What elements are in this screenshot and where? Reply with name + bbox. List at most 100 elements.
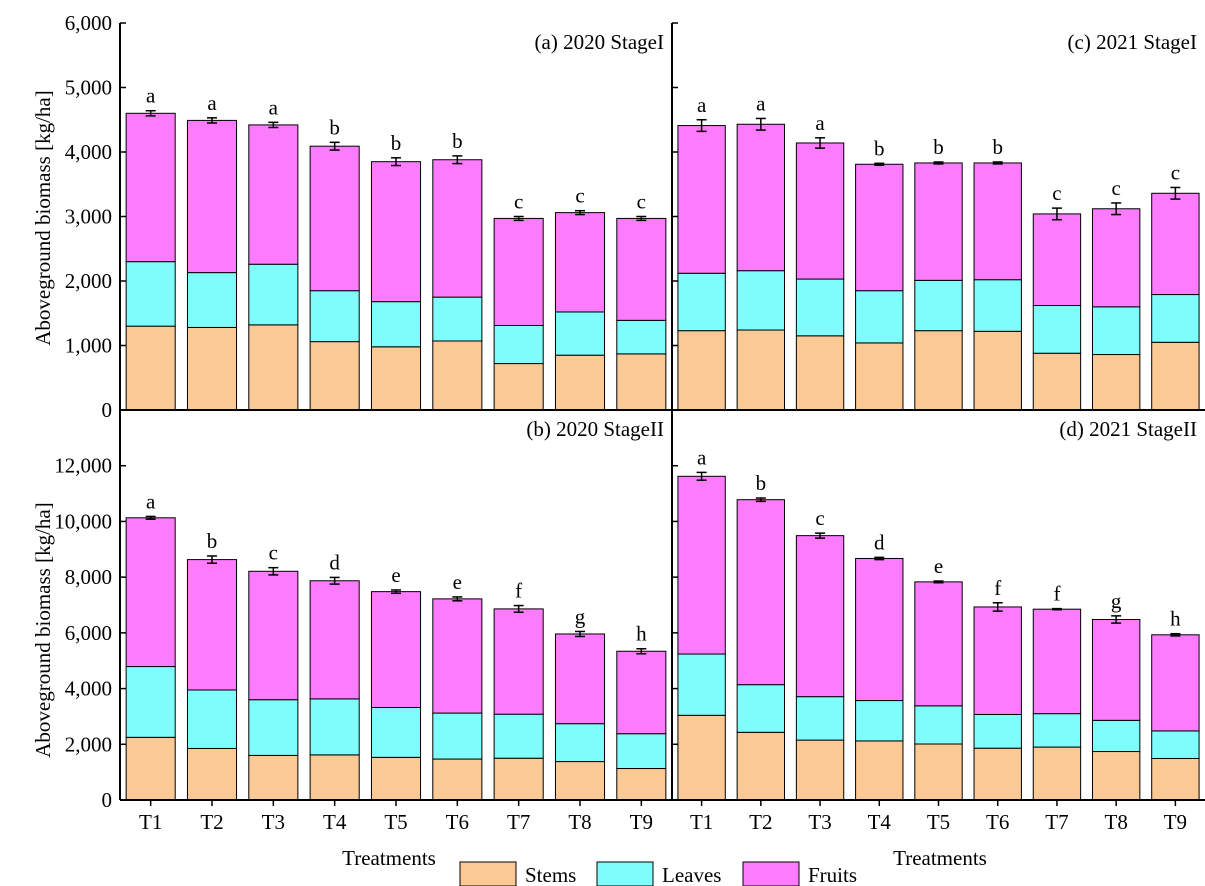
panel-2020-stage-ii: 0 2,000 4,000 6,000 8,000 10,000 12,000 a T1 b T2 c… xyxy=(54,410,672,834)
bar-leaves-t1 xyxy=(677,272,726,332)
bar-stems-t6 xyxy=(432,758,483,801)
bar-leaves-t3 xyxy=(248,263,299,326)
bar-stems-t1 xyxy=(677,330,726,411)
bar-stems-t8 xyxy=(554,761,606,801)
legend-label-fruits: Fruits xyxy=(808,863,857,886)
bar-leaves-t2 xyxy=(186,689,238,749)
y-tick-label: 1,000 xyxy=(65,334,112,358)
y-tick-label: 0 xyxy=(102,398,113,422)
significance-letter: e xyxy=(453,570,462,594)
x-tick-label: T8 xyxy=(568,810,591,834)
significance-letter: b xyxy=(207,529,218,553)
bar-fruits-t6 xyxy=(432,159,483,298)
x-tick-label: T7 xyxy=(1045,810,1068,834)
bar-leaves-t4 xyxy=(309,698,360,756)
x-tick-label: T2 xyxy=(200,810,223,834)
bar-fruits-t1 xyxy=(125,517,176,668)
significance-letter: f xyxy=(1053,582,1060,606)
bar-fruits-t6 xyxy=(973,162,1022,281)
significance-letter: c xyxy=(637,190,646,214)
bar-fruits-t9 xyxy=(1151,192,1200,296)
significance-letter: b xyxy=(391,131,402,155)
bar-fruits-t7 xyxy=(1032,608,1082,715)
bar-stems-t5 xyxy=(914,743,963,801)
bar-fruits-t1 xyxy=(677,125,726,274)
bar-leaves-t6 xyxy=(973,279,1022,332)
panel-title: (a) 2020 StageI xyxy=(535,30,664,54)
bar-fruits-t3 xyxy=(248,570,299,701)
bar-fruits-t8 xyxy=(554,212,606,313)
bar-leaves-t7 xyxy=(493,713,544,759)
bar-stems-t2 xyxy=(736,329,786,411)
significance-letter: b xyxy=(992,135,1003,159)
x-tick-label: T1 xyxy=(139,810,162,834)
bar-leaves-t6 xyxy=(432,712,483,760)
bar-fruits-t8 xyxy=(1091,618,1141,721)
x-tick-label: T9 xyxy=(1164,810,1187,834)
y-tick-label: 6,000 xyxy=(65,11,112,35)
bar-fruits-t2 xyxy=(186,119,238,274)
x-tick-label: T3 xyxy=(808,810,831,834)
significance-letter: g xyxy=(575,604,586,628)
panels: 0 1,000 2,000 3,000 4,000 5,000 6,000 a a a b b b c c c… xyxy=(54,11,1205,834)
x-tick-label: T4 xyxy=(868,810,892,834)
significance-letter: e xyxy=(391,563,400,587)
bar-stems-t3 xyxy=(248,754,299,801)
bar-stems-t6 xyxy=(432,340,483,411)
x-tick-label: T6 xyxy=(446,810,469,834)
bar-leaves-t5 xyxy=(914,279,963,332)
bar-stems-t4 xyxy=(855,740,904,801)
significance-letter: a xyxy=(815,111,825,135)
bar-leaves-t8 xyxy=(1091,306,1141,356)
panel-title: (d) 2021 StageII xyxy=(1059,417,1197,441)
bar-leaves-t2 xyxy=(186,272,238,328)
bar-leaves-t1 xyxy=(125,261,176,327)
bar-fruits-t4 xyxy=(855,557,904,702)
bar-leaves-t8 xyxy=(1091,719,1141,753)
y-tick-label: 3,000 xyxy=(65,205,112,229)
x-tick-label: T9 xyxy=(630,810,653,834)
bar-stems-t9 xyxy=(616,353,667,411)
bar-fruits-t5 xyxy=(370,591,422,709)
significance-letter: b xyxy=(933,135,944,159)
bar-stems-t9 xyxy=(616,768,667,801)
panel-2021-stage-i: a a a b b b c c c (c) 2021 StageI xyxy=(671,22,1205,411)
bar-fruits-t7 xyxy=(493,608,544,715)
bar-fruits-t5 xyxy=(370,161,422,303)
bar-stems-t2 xyxy=(186,326,238,411)
y-axis-label-bottom: Aboveground biomass [kg/ha] xyxy=(31,502,55,757)
y-axis-label-top: Aboveground biomass [kg/ha] xyxy=(31,90,55,345)
significance-letter: b xyxy=(452,129,463,153)
significance-letter: d xyxy=(874,530,885,554)
significance-letter: h xyxy=(1170,607,1181,631)
bar-fruits-t9 xyxy=(616,217,667,321)
bar-fruits-t4 xyxy=(855,163,904,292)
significance-letter: a xyxy=(146,489,156,513)
x-axis-label-left: Treatments xyxy=(342,846,436,870)
bar-stems-t9 xyxy=(1151,757,1200,801)
y-tick-label: 2,000 xyxy=(65,732,112,756)
bar-stems-t6 xyxy=(973,747,1022,801)
bar-fruits-t5 xyxy=(914,162,963,281)
bar-fruits-t1 xyxy=(125,112,176,263)
bar-fruits-t2 xyxy=(186,559,238,691)
significance-letter: c xyxy=(1052,181,1061,205)
panel-2021-stage-ii: a T1 b T2 c T3 d T4 e T5 f T6 f T7 g T8 h T9 (d) 2021 Stag… xyxy=(671,410,1205,834)
legend-swatch-stems xyxy=(459,861,517,886)
significance-letter: a xyxy=(146,84,156,108)
bar-leaves-t7 xyxy=(1032,305,1082,354)
significance-letter: a xyxy=(756,91,766,115)
bar-leaves-t6 xyxy=(973,713,1022,749)
y-tick-label: 4,000 xyxy=(65,677,112,701)
significance-letter: f xyxy=(994,576,1001,600)
x-tick-label: T8 xyxy=(1105,810,1128,834)
bar-stems-t2 xyxy=(736,731,786,801)
y-tick-label: 8,000 xyxy=(65,565,112,589)
bar-stems-t9 xyxy=(1151,341,1200,411)
bar-leaves-t3 xyxy=(248,699,299,756)
x-tick-label: T5 xyxy=(927,810,950,834)
bar-fruits-t2 xyxy=(736,123,786,272)
bar-stems-t7 xyxy=(1032,352,1082,411)
x-tick-label: T5 xyxy=(384,810,407,834)
